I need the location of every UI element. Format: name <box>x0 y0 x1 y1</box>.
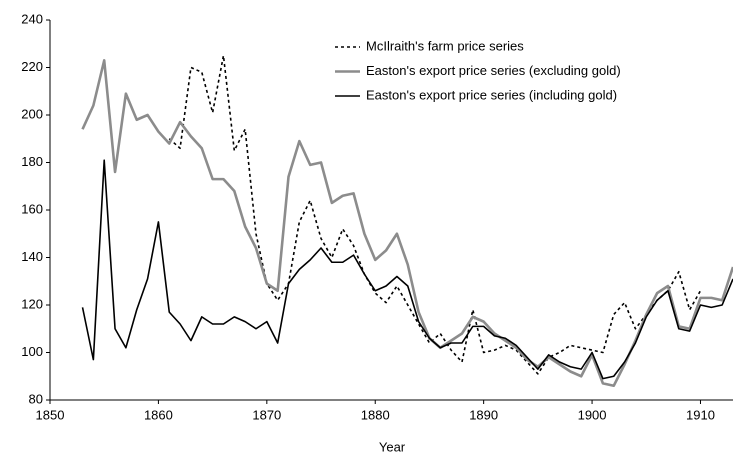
x-tick-label: 1890 <box>469 407 498 422</box>
y-tick-label: 220 <box>21 59 43 74</box>
x-tick-label: 1870 <box>252 407 281 422</box>
series-line <box>81 59 733 388</box>
y-tick-label: 200 <box>21 106 43 121</box>
x-tick-label: 1850 <box>36 407 65 422</box>
x-tick-label: 1910 <box>686 407 715 422</box>
y-tick-label: 140 <box>21 249 43 264</box>
y-tick-label: 100 <box>21 344 43 359</box>
x-tick-label: 1900 <box>578 407 607 422</box>
legend-label: Easton's export price series (excluding … <box>366 63 621 78</box>
y-tick-label: 240 <box>21 11 43 26</box>
legend-label: Easton's export price series (including … <box>366 87 617 102</box>
legend-label: McIlraith's farm price series <box>366 38 524 53</box>
x-axis-label: Year <box>379 439 406 454</box>
series-line <box>81 159 733 380</box>
y-tick-label: 80 <box>29 391 43 406</box>
x-tick-label: 1860 <box>144 407 173 422</box>
y-tick-label: 180 <box>21 154 43 169</box>
y-tick-label: 120 <box>21 296 43 311</box>
x-tick-label: 1880 <box>361 407 390 422</box>
y-tick-label: 160 <box>21 201 43 216</box>
series-line <box>168 54 702 375</box>
